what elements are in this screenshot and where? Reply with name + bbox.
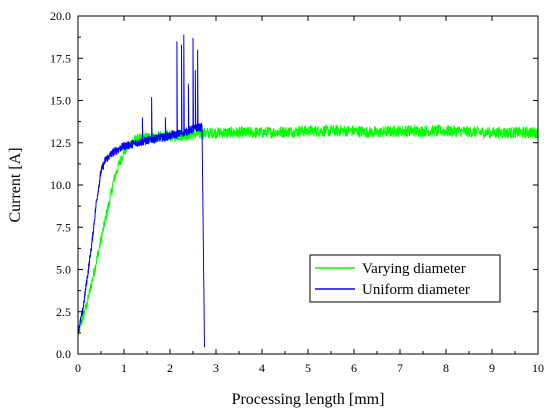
ticks-layer: 0 1 2 3 4 5 6 7 8 9 10 0.0 2.5 5.0 7.5 10.0 12.5 15.0 17.5… [50,9,544,375]
y-tick-label: 12.5 [50,136,71,150]
x-tick-label: 10 [532,361,544,375]
series-layer [77,34,539,348]
y-tick-label: 15.0 [50,94,71,108]
y-tick-label: 5.0 [56,263,71,277]
y-tick-label: 0.0 [56,347,71,361]
series-line-varying-diameter [77,123,539,336]
legend: Varying diameter Uniform diameter [309,254,501,303]
x-axis-label: Processing length [mm] [232,391,385,408]
x-tick-label: 6 [351,361,357,375]
y-tick-label: 17.5 [50,51,71,65]
x-tick-label: 3 [213,361,219,375]
x-tick-label: 5 [305,361,311,375]
x-tick-label: 1 [121,361,127,375]
x-tick-label: 8 [443,361,449,375]
x-tick-label: 7 [397,361,403,375]
y-axis-label: Current [A] [7,147,24,222]
legend-box [309,254,501,303]
x-tick-label: 2 [167,361,173,375]
x-tick-label: 4 [259,361,265,375]
y-tick-label: 10.0 [50,178,71,192]
y-tick-label: 20.0 [50,9,71,23]
legend-label-varying-diameter: Varying diameter [362,261,466,277]
y-tick-label: 2.5 [56,305,71,319]
series-line-uniform-diameter [77,34,205,348]
x-tick-label: 0 [75,361,81,375]
legend-label-uniform-diameter: Uniform diameter [362,282,470,298]
x-tick-label: 9 [489,361,495,375]
y-tick-label: 7.5 [56,220,71,234]
